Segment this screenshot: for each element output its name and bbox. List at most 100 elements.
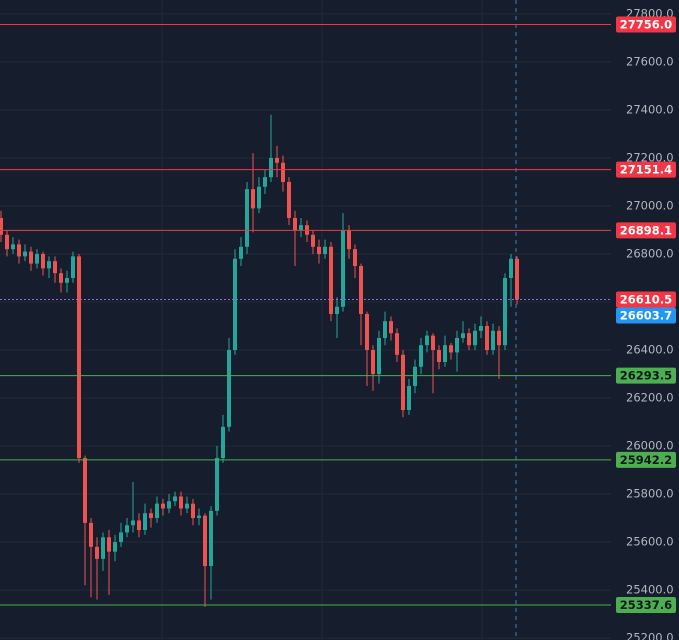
candle-body: [143, 513, 147, 531]
time-grid: [161, 0, 483, 640]
candle-body: [407, 386, 411, 411]
candle-body: [317, 246, 321, 254]
level-label-box: [616, 597, 676, 614]
candle-body: [233, 258, 237, 351]
level-label: 26898.1: [620, 223, 672, 237]
candle-body: [443, 345, 447, 363]
candle-body: [287, 181, 291, 218]
level-label: 25337.6: [620, 598, 672, 612]
candle-body: [461, 333, 465, 339]
level-label-box: [616, 451, 676, 468]
candle-body: [35, 253, 39, 264]
candle-body: [191, 503, 195, 519]
candle-body: [263, 177, 267, 187]
candle-body: [377, 338, 381, 375]
candle-body: [5, 234, 9, 250]
candle-body: [53, 261, 57, 274]
candle-body: [83, 458, 87, 523]
candle-body: [113, 542, 117, 552]
candle-body: [419, 345, 423, 367]
candle-body: [503, 277, 507, 346]
candle-body: [59, 273, 63, 283]
level-label: 26293.5: [620, 369, 672, 383]
price-label-box: [616, 307, 676, 324]
candle-body: [359, 265, 363, 314]
candle-body: [371, 350, 375, 375]
candle-body: [239, 246, 243, 259]
candle-body: [0, 217, 3, 235]
price-label: 26603.7: [620, 308, 672, 322]
candle-body: [71, 256, 75, 278]
candle-body: [257, 186, 261, 209]
candle-body: [149, 513, 153, 519]
candle-body: [497, 330, 501, 346]
candle-body: [383, 321, 387, 339]
candle-body: [275, 157, 279, 163]
y-tick-label: 25400.0: [626, 583, 674, 597]
candle-body: [353, 249, 357, 266]
candle-body: [293, 217, 297, 230]
candle-body: [509, 258, 513, 278]
candle-body: [77, 256, 81, 459]
candle-body: [479, 326, 483, 331]
candle-body: [245, 189, 249, 247]
candle-body: [47, 261, 51, 269]
candle-body: [209, 510, 213, 567]
candle-body: [227, 350, 231, 427]
y-tick-label: 25600.0: [626, 535, 674, 549]
candle-body: [335, 306, 339, 314]
candle-body: [65, 277, 69, 283]
candle-body: [119, 532, 123, 543]
price-label: 26610.5: [620, 292, 672, 306]
candle-body: [29, 251, 33, 264]
level-label-box: [616, 367, 676, 384]
candle-body: [425, 335, 429, 346]
candle-body: [89, 522, 93, 547]
y-tick-label: 27600.0: [626, 54, 674, 68]
level-label-box: [616, 16, 676, 33]
y-tick-label: 26800.0: [626, 246, 674, 260]
candle-body: [431, 335, 435, 351]
candle-body: [395, 333, 399, 355]
level-label: 27756.0: [620, 17, 672, 31]
candle-body: [173, 496, 177, 502]
candle-body: [137, 520, 141, 531]
candle-body: [401, 354, 405, 411]
y-tick-label: 27200.0: [626, 150, 674, 164]
candle-body: [455, 338, 459, 353]
candle-body: [203, 515, 207, 567]
candle-body: [95, 546, 99, 559]
level-label-box: [616, 222, 676, 239]
y-tick-label: 26400.0: [626, 343, 674, 357]
candle-body: [185, 503, 189, 509]
candle-body: [125, 525, 129, 533]
candle-body: [437, 350, 441, 363]
candle-body: [179, 496, 183, 509]
candle-body: [299, 225, 303, 230]
candle-body: [131, 520, 135, 526]
candle-body: [485, 326, 489, 351]
y-tick-label: 27400.0: [626, 102, 674, 116]
candle-body: [41, 253, 45, 269]
candle-body: [23, 251, 27, 257]
level-label: 27151.4: [620, 163, 672, 177]
price-label-box: [616, 291, 676, 308]
candle-body: [515, 258, 519, 300]
candle-body: [167, 501, 171, 509]
candle-body: [161, 503, 165, 509]
candle-body: [269, 157, 273, 178]
level-label: 25942.2: [620, 453, 672, 467]
candle-body: [221, 426, 225, 459]
candle-body: [347, 229, 351, 250]
candle-body: [101, 537, 105, 559]
candle-body: [449, 345, 453, 353]
candle-body: [389, 321, 393, 334]
candle-body: [341, 229, 345, 307]
candle-body: [107, 537, 111, 552]
candle-body: [329, 246, 333, 314]
level-label-box: [616, 161, 676, 178]
candle-body: [17, 244, 21, 257]
candle-body: [473, 330, 477, 346]
